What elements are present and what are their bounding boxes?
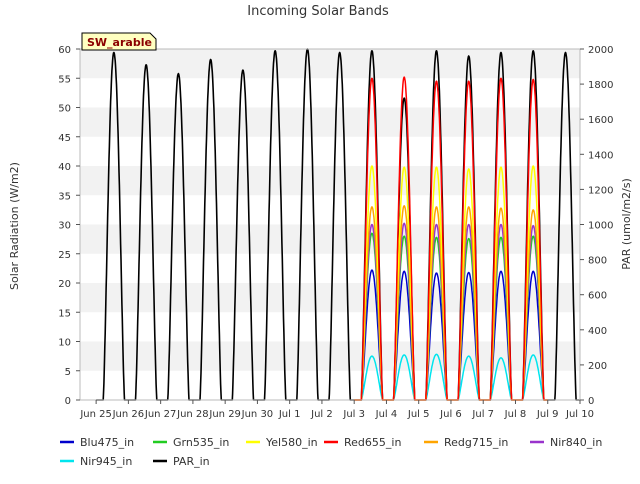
left-tick-label: 30 — [58, 221, 71, 232]
left-tick-label: 40 — [58, 162, 71, 173]
legend-item: Redg715_in — [424, 436, 508, 449]
x-tick-label: Jul 2 — [310, 409, 333, 420]
x-tick-label: Jun 26 — [112, 409, 145, 420]
left-tick-label: 5 — [65, 367, 71, 378]
right-tick-label: 0 — [588, 396, 594, 407]
right-tick-label: 1400 — [588, 150, 613, 161]
station-badge-label: SW_arable — [87, 36, 152, 49]
left-axis: 0 5 10 15 20 25 30 35 40 45 50 55 60 — [58, 45, 80, 407]
grid-band — [80, 49, 580, 79]
left-tick-label: 15 — [58, 308, 71, 319]
legend: Blu475_in Grn535_in Yel580_in Red655_in Redg… — [60, 436, 602, 468]
right-tick-label: 1800 — [588, 80, 613, 91]
left-tick-label: 60 — [58, 45, 71, 56]
left-tick-label: 35 — [58, 191, 71, 202]
series-line-par-in — [95, 48, 581, 401]
legend-label: Red655_in — [344, 436, 401, 449]
legend-label: Grn535_in — [173, 436, 229, 449]
x-tick-label: Jun 27 — [144, 409, 177, 420]
legend-label: Blu475_in — [80, 436, 134, 449]
legend-label: Yel580_in — [265, 436, 318, 449]
x-tick-label: Jul 7 — [471, 409, 494, 420]
left-tick-label: 0 — [65, 396, 71, 407]
right-tick-label: 600 — [588, 291, 607, 302]
right-axis: 0 200 400 600 800 1000 1200 1400 1600 1800 2000 — [580, 45, 613, 407]
legend-label: Redg715_in — [444, 436, 508, 449]
x-tick-label: Jul 10 — [565, 409, 594, 420]
legend-item: Nir840_in — [530, 436, 602, 449]
left-axis-label: Solar Radiation (W/m2) — [8, 162, 21, 290]
right-tick-label: 1600 — [588, 115, 613, 126]
x-tick-label: Jun 30 — [241, 409, 274, 420]
station-badge: SW_arable — [81, 32, 157, 51]
x-axis: Jun 25 Jun 26 Jun 27 Jun 28 Jun 29 Jun 30 Jul … — [79, 400, 594, 420]
legend-item: Blu475_in — [60, 436, 134, 449]
x-tick-label: Jul 1 — [278, 409, 301, 420]
right-tick-label: 1000 — [588, 221, 613, 232]
x-tick-label: Jul 4 — [375, 409, 398, 420]
x-tick-label: Jul 6 — [439, 409, 462, 420]
x-tick-label: Jul 8 — [504, 409, 527, 420]
x-tick-label: Jun 29 — [208, 409, 241, 420]
right-tick-label: 2000 — [588, 45, 613, 56]
chart-title: Incoming Solar Bands — [247, 4, 389, 19]
x-tick-label: Jul 9 — [536, 409, 559, 420]
legend-item: PAR_in — [153, 455, 210, 468]
left-tick-label: 45 — [58, 133, 71, 144]
right-axis-label: PAR (umol/m2/s) — [620, 178, 633, 270]
legend-label: PAR_in — [173, 455, 210, 468]
left-tick-label: 25 — [58, 250, 71, 261]
x-tick-label: Jul 3 — [342, 409, 365, 420]
legend-label: Nir945_in — [80, 455, 132, 468]
right-tick-label: 400 — [588, 326, 607, 337]
right-tick-label: 200 — [588, 361, 607, 372]
legend-item: Grn535_in — [153, 436, 229, 449]
left-tick-label: 10 — [58, 338, 71, 349]
right-tick-label: 800 — [588, 256, 607, 267]
legend-item: Yel580_in — [246, 436, 318, 449]
left-tick-label: 20 — [58, 279, 71, 290]
right-tick-label: 1200 — [588, 185, 613, 196]
x-tick-label: Jun 25 — [79, 409, 112, 420]
left-tick-label: 50 — [58, 104, 71, 115]
legend-item: Red655_in — [324, 436, 401, 449]
x-tick-label: Jun 28 — [176, 409, 209, 420]
legend-label: Nir840_in — [550, 436, 602, 449]
legend-item: Nir945_in — [60, 455, 132, 468]
left-tick-label: 55 — [58, 74, 71, 85]
x-tick-label: Jul 5 — [407, 409, 430, 420]
